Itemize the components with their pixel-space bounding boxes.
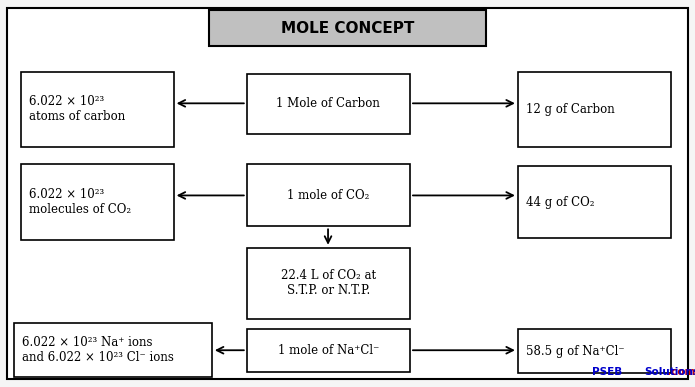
Text: 6.022 × 10²³
molecules of CO₂: 6.022 × 10²³ molecules of CO₂ bbox=[29, 188, 131, 216]
Text: 1 Mole of Carbon: 1 Mole of Carbon bbox=[277, 97, 380, 110]
Text: Solutions: Solutions bbox=[644, 367, 695, 377]
FancyBboxPatch shape bbox=[518, 166, 671, 238]
Text: 6.022 × 10²³ Na⁺ ions
and 6.022 × 10²³ Cl⁻ ions: 6.022 × 10²³ Na⁺ ions and 6.022 × 10²³ C… bbox=[22, 336, 174, 364]
Text: 58.5 g of Na⁺Cl⁻: 58.5 g of Na⁺Cl⁻ bbox=[526, 345, 625, 358]
Text: 6.022 × 10²³
atoms of carbon: 6.022 × 10²³ atoms of carbon bbox=[29, 95, 125, 123]
FancyBboxPatch shape bbox=[7, 8, 688, 379]
Text: 44 g of CO₂: 44 g of CO₂ bbox=[526, 196, 595, 209]
Text: PSEB: PSEB bbox=[592, 367, 623, 377]
FancyBboxPatch shape bbox=[21, 164, 174, 240]
Text: .com: .com bbox=[667, 367, 695, 377]
FancyBboxPatch shape bbox=[247, 329, 410, 372]
FancyBboxPatch shape bbox=[518, 329, 671, 373]
Text: 1 mole of CO₂: 1 mole of CO₂ bbox=[287, 189, 370, 202]
Text: 1 mole of Na⁺Cl⁻: 1 mole of Na⁺Cl⁻ bbox=[278, 344, 379, 357]
FancyBboxPatch shape bbox=[208, 10, 486, 46]
FancyBboxPatch shape bbox=[21, 72, 174, 147]
Text: MOLE CONCEPT: MOLE CONCEPT bbox=[281, 21, 414, 36]
FancyBboxPatch shape bbox=[247, 74, 410, 134]
Text: 12 g of Carbon: 12 g of Carbon bbox=[526, 103, 615, 116]
FancyBboxPatch shape bbox=[14, 323, 212, 377]
Text: 22.4 L of CO₂ at
S.T.P. or N.T.P.: 22.4 L of CO₂ at S.T.P. or N.T.P. bbox=[281, 269, 376, 298]
FancyBboxPatch shape bbox=[518, 72, 671, 147]
FancyBboxPatch shape bbox=[247, 248, 410, 319]
FancyBboxPatch shape bbox=[247, 164, 410, 226]
